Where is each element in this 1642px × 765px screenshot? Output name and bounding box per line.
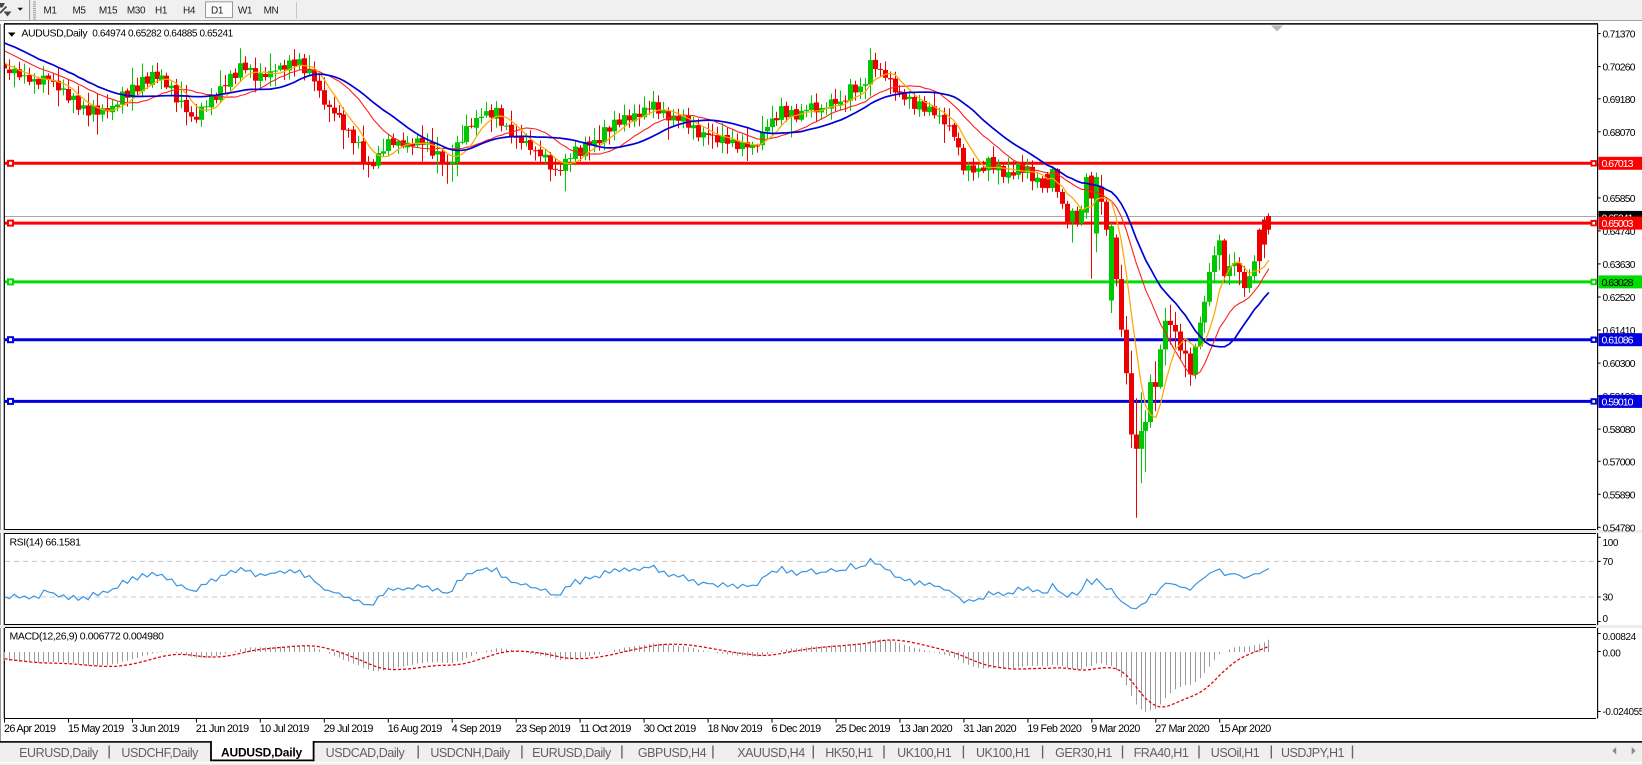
svg-text:0: 0 [1603, 614, 1609, 625]
svg-text:26 Apr 2019: 26 Apr 2019 [4, 723, 56, 735]
svg-text:0.59010: 0.59010 [1602, 396, 1634, 408]
svg-text:30: 30 [1603, 593, 1614, 604]
svg-text:0.64740: 0.64740 [1603, 227, 1636, 238]
svg-text:EURUSD,Daily: EURUSD,Daily [19, 746, 99, 760]
svg-text:13 Jan 2020: 13 Jan 2020 [899, 723, 952, 735]
svg-text:15 May 2019: 15 May 2019 [68, 723, 124, 735]
svg-text:11 Oct 2019: 11 Oct 2019 [580, 723, 632, 735]
svg-text:31 Jan 2020: 31 Jan 2020 [963, 723, 1016, 735]
svg-text:70: 70 [1603, 557, 1614, 568]
svg-text:FRA40,H1: FRA40,H1 [1134, 746, 1189, 760]
svg-text:0.00824: 0.00824 [1603, 632, 1637, 643]
svg-text:0.68070: 0.68070 [1603, 128, 1636, 139]
svg-text:W1: W1 [238, 6, 253, 17]
svg-text:0.67013: 0.67013 [1602, 158, 1634, 170]
svg-text:H4: H4 [183, 6, 196, 17]
svg-text:UK100,H1: UK100,H1 [976, 746, 1031, 760]
svg-text:-0.024055: -0.024055 [1603, 707, 1642, 718]
svg-text:0.00: 0.00 [1603, 649, 1622, 660]
svg-text:29 Jul 2019: 29 Jul 2019 [324, 723, 374, 735]
svg-text:0.61086: 0.61086 [1602, 335, 1634, 347]
svg-text:0.63630: 0.63630 [1603, 260, 1636, 271]
svg-text:23 Sep 2019: 23 Sep 2019 [516, 723, 571, 735]
svg-text:18 Nov 2019: 18 Nov 2019 [708, 723, 763, 735]
svg-text:4 Sep 2019: 4 Sep 2019 [452, 723, 502, 735]
svg-text:15 Apr 2020: 15 Apr 2020 [1219, 723, 1271, 735]
svg-text:XAUUSD,H4: XAUUSD,H4 [737, 746, 805, 760]
svg-text:30 Oct 2019: 30 Oct 2019 [644, 723, 697, 735]
svg-text:EURUSD,Daily: EURUSD,Daily [532, 746, 612, 760]
svg-text:0.57000: 0.57000 [1603, 457, 1636, 468]
svg-text:25 Dec 2019: 25 Dec 2019 [836, 723, 891, 735]
svg-text:21 Jun 2019: 21 Jun 2019 [196, 723, 249, 735]
svg-text:M15: M15 [99, 6, 118, 17]
svg-text:RSI(14) 66.1581: RSI(14) 66.1581 [10, 537, 82, 549]
svg-text:0.64974 0.65282 0.64885 0.6524: 0.64974 0.65282 0.64885 0.65241 [92, 29, 233, 40]
svg-text:USOil,H1: USOil,H1 [1211, 746, 1260, 760]
svg-text:0.62520: 0.62520 [1603, 293, 1636, 304]
svg-text:USDJPY,H1: USDJPY,H1 [1281, 746, 1345, 760]
svg-text:0.55890: 0.55890 [1603, 490, 1636, 501]
svg-text:6 Dec 2019: 6 Dec 2019 [772, 723, 822, 735]
svg-text:HK50,H1: HK50,H1 [825, 746, 873, 760]
svg-text:9 Mar 2020: 9 Mar 2020 [1091, 723, 1140, 735]
svg-text:0.65003: 0.65003 [1602, 218, 1634, 230]
svg-text:M5: M5 [72, 6, 86, 17]
svg-text:10 Jul 2019: 10 Jul 2019 [260, 723, 310, 735]
svg-text:D1: D1 [211, 6, 224, 17]
svg-text:GBPUSD,H4: GBPUSD,H4 [638, 746, 707, 760]
svg-text:0.63028: 0.63028 [1602, 277, 1634, 289]
svg-text:MACD(12,26,9) 0.006772 0.00498: MACD(12,26,9) 0.006772 0.004980 [10, 631, 165, 643]
svg-text:AUDUSD,Daily: AUDUSD,Daily [221, 746, 302, 760]
svg-text:3 Jun 2019: 3 Jun 2019 [132, 723, 180, 735]
svg-text:0.58080: 0.58080 [1603, 425, 1636, 436]
svg-text:USDCAD,Daily: USDCAD,Daily [326, 746, 406, 760]
svg-text:USDCHF,Daily: USDCHF,Daily [121, 746, 199, 760]
svg-text:MN: MN [264, 6, 279, 17]
svg-text:UK100,H1: UK100,H1 [897, 746, 952, 760]
svg-text:AUDUSD,Daily: AUDUSD,Daily [21, 28, 88, 40]
svg-text:0.71370: 0.71370 [1603, 30, 1636, 41]
svg-text:19 Feb 2020: 19 Feb 2020 [1027, 723, 1081, 735]
svg-text:27 Mar 2020: 27 Mar 2020 [1155, 723, 1209, 735]
svg-text:0.70260: 0.70260 [1603, 63, 1636, 74]
svg-text:0.61410: 0.61410 [1603, 326, 1636, 337]
svg-text:100: 100 [1603, 538, 1619, 549]
svg-text:0.65850: 0.65850 [1603, 194, 1636, 205]
svg-text:16 Aug 2019: 16 Aug 2019 [388, 723, 442, 735]
svg-text:M1: M1 [43, 6, 57, 17]
svg-text:GER30,H1: GER30,H1 [1055, 746, 1112, 760]
svg-text:H1: H1 [155, 6, 168, 17]
svg-text:USDCNH,Daily: USDCNH,Daily [430, 746, 511, 760]
svg-text:0.69180: 0.69180 [1603, 95, 1636, 106]
svg-text:M30: M30 [127, 6, 146, 17]
svg-text:0.60300: 0.60300 [1603, 359, 1636, 370]
svg-text:0.54780: 0.54780 [1603, 523, 1636, 534]
